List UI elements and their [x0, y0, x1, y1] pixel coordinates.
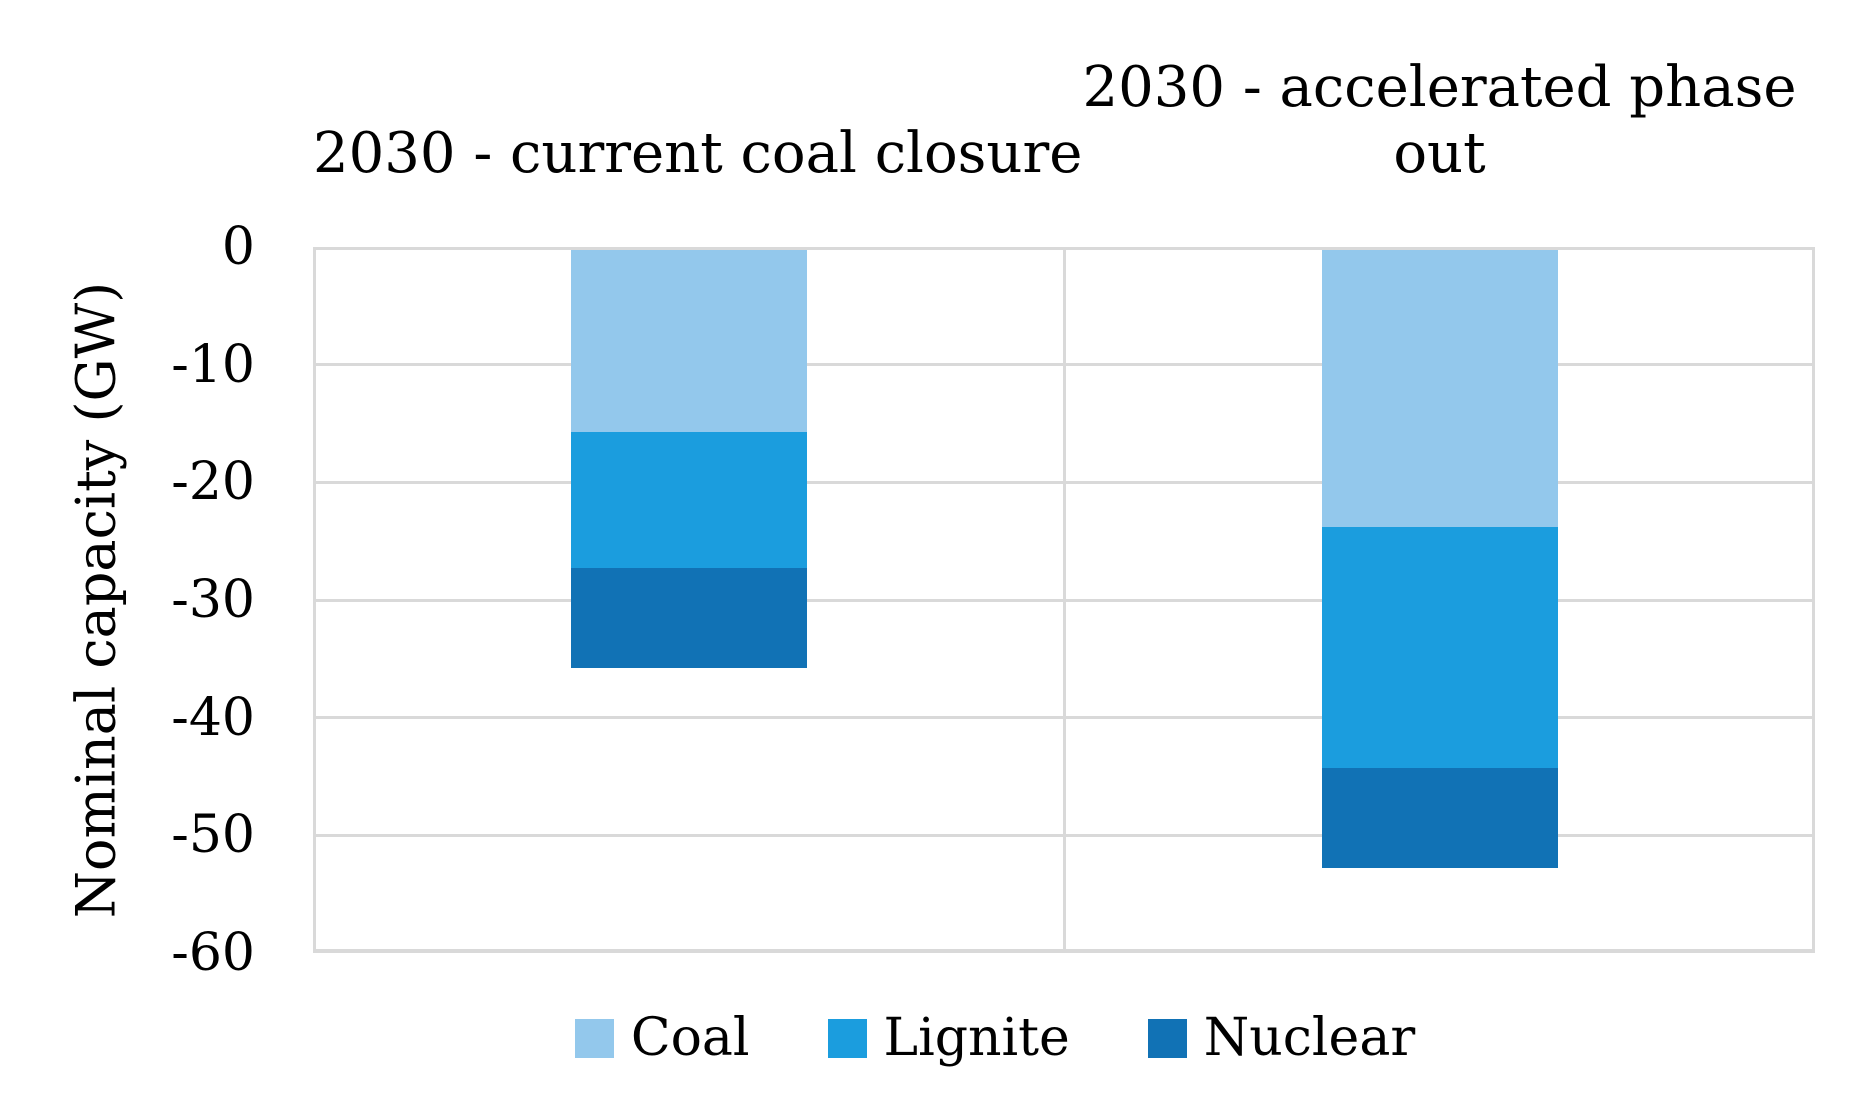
- y-tick-label: -10: [171, 334, 255, 395]
- legend-item-lignite: Lignite: [827, 1008, 1070, 1068]
- legend-swatch-coal: [574, 1018, 614, 1058]
- plot-area: [313, 247, 1815, 953]
- stacked-bar-accelerated-phase-out: [1321, 250, 1558, 868]
- legend-swatch-nuclear: [1147, 1018, 1187, 1058]
- bar-segment-lignite: [570, 432, 807, 568]
- legend-label-lignite: Lignite: [883, 1008, 1070, 1068]
- bar-segment-lignite: [1321, 526, 1558, 768]
- legend-swatch-lignite: [827, 1018, 867, 1058]
- legend-label-coal: Coal: [630, 1008, 750, 1068]
- y-tick-label: 0: [221, 217, 255, 277]
- stacked-bar-current-coal-closure: [570, 250, 807, 668]
- legend-item-coal: Coal: [574, 1008, 750, 1068]
- panel-title-accelerated-phase-out: 2030 - accelerated phase out: [1082, 55, 1797, 186]
- legend: Coal Lignite Nuclear: [62, 1012, 1866, 1064]
- y-tick-label: -60: [171, 923, 255, 983]
- y-axis-tick-labels: 0 -10 -20 -30 -40 -50 -60: [0, 221, 255, 979]
- bar-segment-coal: [1321, 250, 1558, 527]
- panel-title-current-coal-closure: 2030 - current coal closure: [313, 121, 1083, 186]
- bar-segment-coal: [570, 250, 807, 433]
- y-tick-label: -30: [171, 570, 255, 630]
- panel-separator-line: [1062, 250, 1066, 949]
- y-tick-label: -20: [171, 452, 255, 513]
- y-tick-label: -40: [171, 687, 255, 748]
- bar-segment-nuclear: [570, 567, 807, 668]
- y-tick-label: -50: [171, 805, 255, 866]
- legend-item-nuclear: Nuclear: [1147, 1008, 1416, 1068]
- legend-label-nuclear: Nuclear: [1203, 1008, 1416, 1068]
- bar-segment-nuclear: [1321, 767, 1558, 868]
